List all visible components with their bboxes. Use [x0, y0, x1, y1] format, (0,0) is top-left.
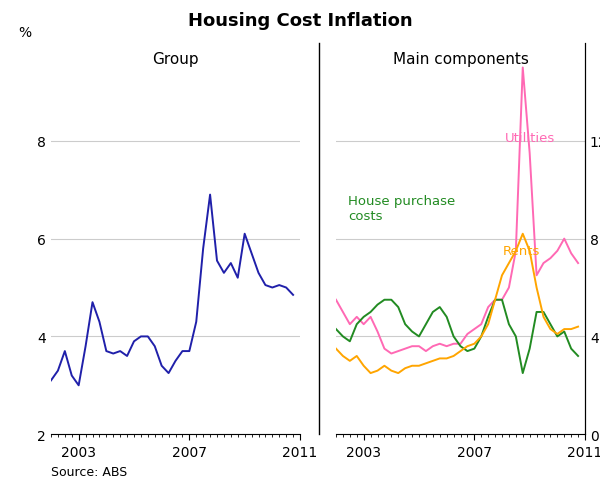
- Text: Housing Cost Inflation: Housing Cost Inflation: [188, 12, 412, 30]
- Text: Group: Group: [152, 52, 199, 67]
- Text: Rents: Rents: [503, 245, 540, 258]
- Text: %: %: [19, 26, 32, 40]
- Text: House purchase
costs: House purchase costs: [349, 195, 456, 223]
- Text: Source: ABS: Source: ABS: [51, 465, 127, 478]
- Text: Main components: Main components: [392, 52, 529, 67]
- Text: Utilities: Utilities: [505, 132, 556, 144]
